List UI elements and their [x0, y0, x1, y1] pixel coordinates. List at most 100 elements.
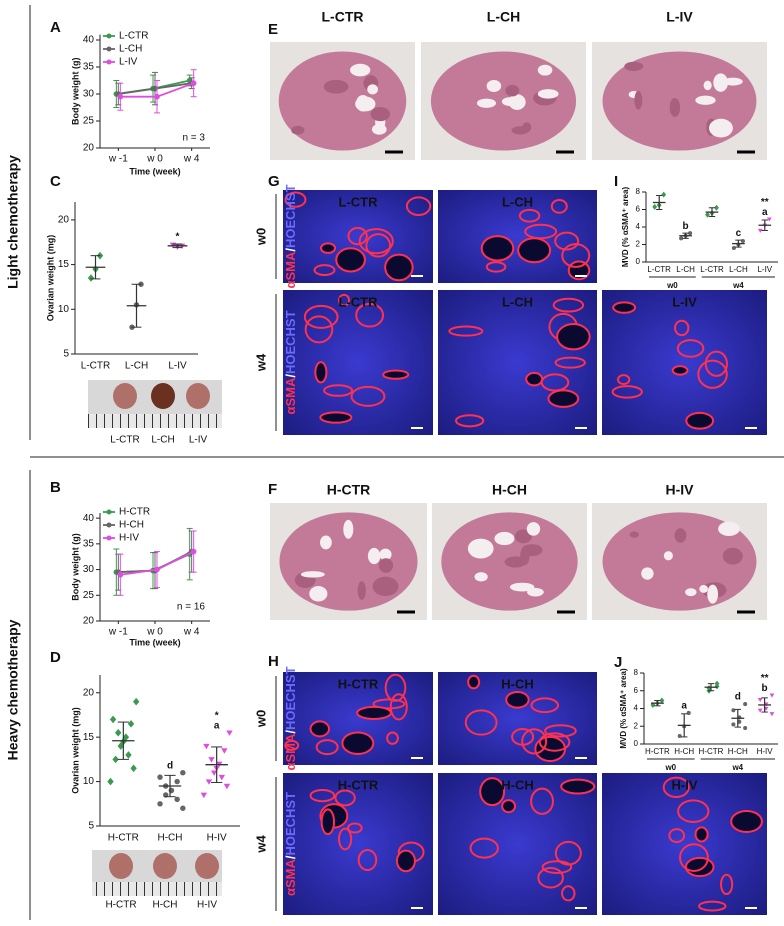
photo-label: L-CH — [151, 435, 174, 446]
y-tick-label: 2 — [634, 721, 639, 730]
x-tick-label: L-CTR — [647, 265, 671, 274]
y-axis-label: MVD (% αSMA⁺ area) — [619, 668, 628, 749]
vessel — [341, 731, 375, 756]
data-point — [743, 702, 748, 707]
image-title: L-CH — [487, 9, 520, 25]
vessel — [334, 789, 356, 807]
vessel — [304, 315, 334, 344]
annotation: n = 16 — [177, 602, 206, 613]
stain-part: HOECHST — [283, 310, 298, 374]
data-point — [705, 211, 710, 218]
vessel — [671, 365, 689, 376]
row-label: w0 — [253, 228, 268, 246]
y-tick-label: 5 — [63, 349, 69, 360]
y-tick-label: 5 — [88, 821, 94, 832]
x-tick-label: L-CH — [676, 265, 695, 274]
data-point — [117, 742, 124, 750]
y-tick-label: 40 — [83, 35, 95, 46]
significance-label: b — [762, 683, 768, 694]
vessel — [704, 350, 728, 377]
y-tick-label: 6 — [634, 686, 639, 695]
vessel — [320, 808, 336, 836]
vessel — [358, 228, 394, 255]
stain-label: αSMA/HOECHST — [283, 666, 298, 770]
significance-label: * — [176, 232, 180, 243]
vessel — [454, 414, 485, 428]
tissue-detail — [520, 548, 530, 566]
significance-label: a — [762, 207, 768, 218]
vessel — [720, 873, 734, 896]
tissue-detail — [722, 547, 743, 565]
vessel — [395, 849, 416, 873]
vessel — [319, 242, 337, 254]
legend-swatch — [106, 522, 112, 528]
vessel — [384, 253, 414, 282]
tissue-detail — [343, 519, 354, 539]
vessel — [314, 361, 328, 384]
tissue-detail — [367, 84, 378, 95]
stain-part: / — [283, 248, 298, 252]
vessel — [730, 809, 763, 834]
vessel — [372, 698, 406, 710]
tissue-detail — [685, 588, 697, 597]
photo-label: H-CTR — [105, 900, 136, 911]
group-label: w4 — [732, 281, 744, 290]
stain-label: αSMA/HOECHST — [283, 792, 298, 896]
vessel — [538, 732, 571, 752]
data-point — [130, 764, 137, 773]
vessel — [338, 293, 351, 307]
tissue-detail — [723, 77, 743, 86]
vessel — [541, 860, 573, 874]
data-point — [731, 722, 736, 727]
panel-letter: E — [268, 21, 278, 38]
ovary — [113, 383, 137, 409]
vessel — [662, 776, 690, 799]
x-tick-label: L-CH — [125, 361, 148, 372]
x-tick-label: H-CTR — [699, 747, 724, 756]
stain-part: HOECHST — [283, 184, 298, 248]
vessel — [467, 674, 481, 690]
cell-label: L-CTR — [339, 194, 379, 209]
vessel — [335, 247, 366, 273]
data-point — [174, 778, 180, 785]
data-point — [757, 697, 763, 703]
y-tick-label: 10 — [58, 304, 70, 315]
vessel — [616, 374, 631, 386]
data-point — [714, 204, 719, 211]
data-point — [769, 693, 775, 698]
data-point — [180, 805, 186, 811]
tissue-detail — [663, 551, 673, 561]
y-axis-label: Ovarian weight (mg) — [45, 235, 55, 322]
stain-label: αSMA/HOECHST — [283, 184, 298, 288]
significance-label: b — [683, 221, 689, 232]
vessel — [357, 849, 378, 872]
x-tick-label: H-CH — [728, 747, 748, 756]
x-tick-label: L-CH — [729, 265, 748, 274]
tissue-detail — [669, 97, 681, 117]
tissue-detail — [486, 80, 502, 92]
vessel — [315, 739, 339, 756]
panel-letter: I — [614, 173, 618, 190]
legend-swatch — [106, 535, 112, 541]
vessel — [673, 319, 690, 337]
data-point — [226, 730, 233, 736]
cell-label: H-CH — [501, 777, 534, 792]
cell-label: H-IV — [672, 777, 698, 792]
x-tick-label: w -1 — [108, 627, 128, 638]
vessel — [347, 227, 368, 246]
significance-label: a — [681, 701, 687, 712]
vessel — [511, 728, 535, 746]
image-title: H-CTR — [327, 482, 371, 498]
tissue-detail — [355, 96, 376, 112]
y-tick-label: 4 — [634, 704, 639, 713]
image-title: H-CH — [492, 482, 527, 498]
y-axis-label: Body weight (g) — [70, 58, 80, 126]
micrograph — [438, 672, 597, 765]
vessel — [554, 356, 586, 369]
ovary — [195, 853, 219, 879]
data-point — [125, 751, 132, 759]
tissue-detail — [713, 73, 729, 92]
vessel — [694, 826, 709, 843]
vessel — [540, 373, 570, 392]
data-point — [652, 203, 658, 210]
